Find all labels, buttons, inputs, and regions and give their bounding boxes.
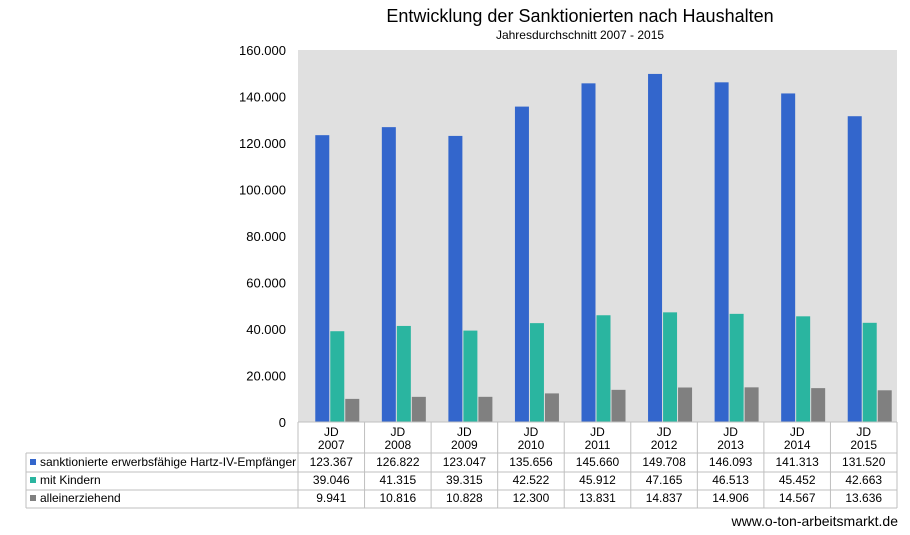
- x-tick-label: 2014: [784, 438, 811, 452]
- data-label: 39.046: [313, 473, 350, 487]
- data-label: 123.367: [310, 455, 354, 469]
- y-tick-label: 140.000: [239, 90, 286, 105]
- bar: [463, 330, 478, 422]
- bar: [796, 316, 811, 422]
- chart-title: Entwicklung der Sanktionierten nach Haus…: [386, 6, 774, 26]
- x-tick-label: JD: [524, 425, 539, 439]
- x-tick-label: JD: [790, 425, 805, 439]
- data-label: 47.165: [646, 473, 683, 487]
- data-label: 13.636: [845, 491, 882, 505]
- bar: [862, 322, 877, 422]
- y-tick-label: 100.000: [239, 183, 286, 198]
- bar: [581, 83, 596, 422]
- data-label: 41.315: [379, 473, 416, 487]
- bar: [663, 312, 678, 422]
- bar: [611, 389, 626, 422]
- bar: [529, 323, 544, 422]
- data-label: 10.828: [446, 491, 483, 505]
- bar: [744, 387, 759, 422]
- data-label: 9.941: [316, 491, 346, 505]
- y-tick-label: 20.000: [246, 369, 286, 384]
- x-tick-label: 2015: [850, 438, 877, 452]
- data-label: 13.831: [579, 491, 616, 505]
- bar: [847, 116, 862, 422]
- x-tick-label: JD: [856, 425, 871, 439]
- x-tick-label: 2011: [585, 438, 611, 452]
- x-tick-label: JD: [723, 425, 738, 439]
- data-label: 45.452: [779, 473, 816, 487]
- bar: [411, 396, 426, 422]
- y-tick-label: 0: [279, 415, 286, 430]
- bar: [330, 331, 345, 422]
- bar: [811, 388, 826, 422]
- bar: [877, 390, 892, 422]
- legend-label: mit Kindern: [40, 473, 101, 487]
- bar: [514, 106, 529, 423]
- legend-label: alleinerziehend: [40, 491, 121, 505]
- source-footer: www.o-ton-arbeitsmarkt.de: [731, 513, 898, 529]
- data-label: 42.522: [513, 473, 550, 487]
- data-label: 131.520: [842, 455, 886, 469]
- bar: [448, 135, 463, 423]
- y-tick-label: 80.000: [246, 229, 286, 244]
- legend-key: [30, 459, 36, 465]
- x-tick-label: 2012: [651, 438, 678, 452]
- data-label: 10.816: [379, 491, 416, 505]
- data-label: 39.315: [446, 473, 483, 487]
- data-label: 123.047: [443, 455, 487, 469]
- bar: [729, 313, 744, 422]
- bar: [478, 396, 493, 422]
- data-label: 14.567: [779, 491, 816, 505]
- x-tick-label: JD: [457, 425, 472, 439]
- y-tick-label: 40.000: [246, 322, 286, 337]
- chart-subtitle: Jahresdurchschnitt 2007 - 2015: [495, 28, 665, 42]
- legend-key: [30, 495, 36, 501]
- x-tick-label: 2008: [384, 438, 411, 452]
- data-label: 141.313: [775, 455, 819, 469]
- bar: [714, 82, 729, 423]
- y-tick-label: 60.000: [246, 276, 286, 291]
- y-tick-label: 120.000: [239, 136, 286, 151]
- x-tick-label: JD: [590, 425, 605, 439]
- data-label: 45.912: [579, 473, 616, 487]
- bar: [396, 325, 411, 422]
- data-label: 135.656: [509, 455, 553, 469]
- x-tick-label: 2007: [318, 438, 345, 452]
- x-tick-label: JD: [657, 425, 672, 439]
- x-tick-label: 2010: [518, 438, 545, 452]
- bar: [678, 387, 693, 422]
- x-tick-label: 2013: [717, 438, 744, 452]
- legend-label: sanktionierte erwerbsfähige Hartz-IV-Emp…: [40, 455, 296, 469]
- data-label: 42.663: [845, 473, 882, 487]
- data-label: 14.837: [646, 491, 683, 505]
- bar: [648, 73, 663, 423]
- data-label: 149.708: [642, 455, 686, 469]
- legend-key: [30, 477, 36, 483]
- x-tick-label: 2009: [451, 438, 478, 452]
- bar: [781, 93, 796, 423]
- data-label: 126.822: [376, 455, 420, 469]
- x-tick-label: JD: [324, 425, 339, 439]
- x-tick-label: JD: [390, 425, 405, 439]
- data-label: 12.300: [513, 491, 550, 505]
- data-label: 46.513: [712, 473, 749, 487]
- bar: [315, 135, 330, 422]
- data-label: 146.093: [709, 455, 753, 469]
- data-label: 14.906: [712, 491, 749, 505]
- data-label: 145.660: [576, 455, 620, 469]
- bar: [544, 393, 559, 422]
- bar: [596, 315, 611, 422]
- bar: [381, 127, 396, 422]
- bar: [345, 398, 360, 422]
- y-tick-label: 160.000: [239, 43, 286, 58]
